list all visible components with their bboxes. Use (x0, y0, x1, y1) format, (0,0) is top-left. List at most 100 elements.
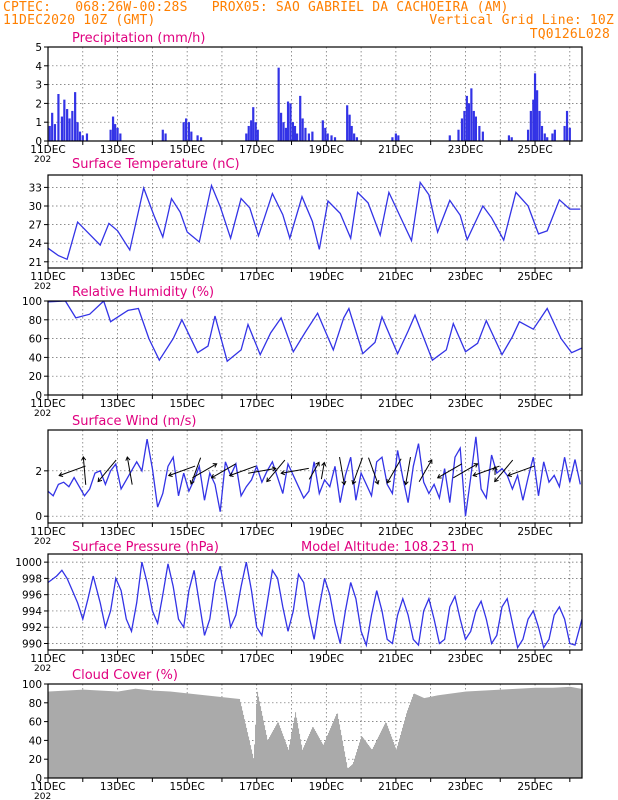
cloud-bar (390, 733, 392, 778)
cloud-bar (326, 737, 328, 778)
cloud-bar (150, 690, 152, 778)
cloud-bar (417, 695, 419, 778)
precip-bar (254, 122, 257, 141)
cloud-bar (314, 729, 316, 778)
cloud-bar (421, 696, 423, 778)
cloud-bar (444, 694, 446, 778)
cloud-bar (258, 696, 260, 778)
cloud-bar (176, 692, 178, 778)
y-tick-label: 1000 (15, 557, 42, 569)
cloud-bar (356, 752, 358, 778)
cloud-bar (260, 706, 262, 778)
cloud-bar (487, 690, 489, 778)
cloud-bar (374, 744, 376, 778)
cloud-bar (540, 687, 542, 778)
cloud-bar (410, 702, 412, 778)
x-tick-label: 17DEC (239, 144, 274, 156)
data-layer (48, 180, 581, 261)
cloud-bar (173, 691, 175, 778)
precip-bar (553, 129, 556, 141)
precip-bar (161, 129, 164, 141)
precip-bar (85, 133, 89, 141)
cloud-bar (375, 742, 377, 778)
cloud-bar (450, 693, 452, 778)
cloud-bar (462, 691, 464, 778)
cloud-bar (401, 731, 403, 778)
cloud-bar (440, 694, 442, 778)
cloud-bar (65, 690, 67, 778)
x-tick-label: 17DEC (239, 398, 274, 410)
cloud-bar (522, 688, 524, 778)
cloud-bar (498, 689, 500, 778)
cloud-bar (200, 694, 202, 778)
panel-2: 0 20 40 60 80 100 11DEC 13DEC 15DEC 17DEC 19DEC 21D… (22, 285, 583, 419)
cloud-bar (559, 687, 561, 778)
cloud-bar (165, 691, 167, 778)
y-tick-label: 998 (22, 573, 42, 585)
cloud-bar (290, 739, 292, 778)
wind-arrow-head (58, 472, 64, 477)
cloud-bar (488, 690, 490, 778)
cloud-bar (558, 687, 560, 778)
x-tick-label: 21DEC (378, 398, 413, 410)
data-layer (48, 561, 582, 650)
cloud-bar (68, 690, 70, 778)
cloud-bar (60, 690, 62, 778)
precip-bar (164, 133, 167, 141)
x-tick-label: 19DEC (309, 398, 344, 410)
cloud-bar (243, 714, 245, 778)
cloud-bar (206, 695, 208, 778)
cloud-bar (125, 690, 127, 778)
cloud-bar (50, 691, 52, 778)
precip-bar (196, 135, 199, 141)
cloud-bar (301, 744, 303, 778)
cloud-bar (310, 731, 312, 778)
cloud-bar (54, 691, 56, 778)
precip-bar (299, 95, 302, 141)
wind-arrow-head (228, 472, 234, 477)
cloud-bar (190, 693, 192, 778)
cloud-bar (517, 688, 519, 778)
cloud-bar (71, 690, 73, 778)
cloud-bar (120, 691, 122, 778)
y-tick-label: 996 (22, 590, 42, 602)
x-tick-label: 25DEC (517, 271, 552, 283)
cloud-bar (524, 688, 526, 778)
cloud-bar (213, 696, 215, 778)
cloud-bar (145, 689, 147, 778)
cloud-bar (76, 690, 78, 778)
y-tick-label: 1 (35, 117, 42, 129)
header-line1: CPTEC: 068:26W-00:28S PROX05: SAO GABRIE… (3, 0, 509, 15)
precip-bar (256, 129, 259, 141)
wind-arrow-head (321, 461, 327, 467)
cloud-bar (452, 693, 454, 778)
cloud-bar (217, 696, 219, 778)
y-tick-label: 27 (29, 220, 42, 232)
wind-arrow-head (189, 479, 195, 485)
cloud-bar (139, 689, 141, 778)
wind-arrow-head (494, 477, 499, 483)
wind-arrow-shaft (339, 456, 345, 485)
wind-arrow-head (97, 477, 103, 483)
precip-bar (81, 135, 84, 141)
wind-arrow-shaft (266, 459, 286, 482)
cloud-bar (116, 691, 118, 778)
cloud-bar (126, 690, 128, 778)
precip-bar (78, 131, 82, 141)
y-tick-label: 40 (29, 735, 42, 747)
y-tick-label: 100 (22, 679, 42, 691)
cloud-bar (494, 689, 496, 778)
cloud-bar (434, 696, 436, 778)
cloud-bar (263, 720, 265, 778)
cloud-bar (238, 698, 240, 778)
cloud-bar (270, 735, 272, 778)
x-tick-label: 21DEC (378, 526, 413, 538)
x-tick-label: 15DEC (169, 781, 204, 793)
cloud-bar (570, 686, 572, 778)
cloud-bar (334, 718, 336, 778)
cloud-bar (477, 690, 479, 778)
cloud-bar (503, 689, 505, 778)
precip-bar (533, 73, 537, 141)
wind-arrow-shaft (190, 457, 202, 485)
cloud-bar (478, 690, 480, 778)
